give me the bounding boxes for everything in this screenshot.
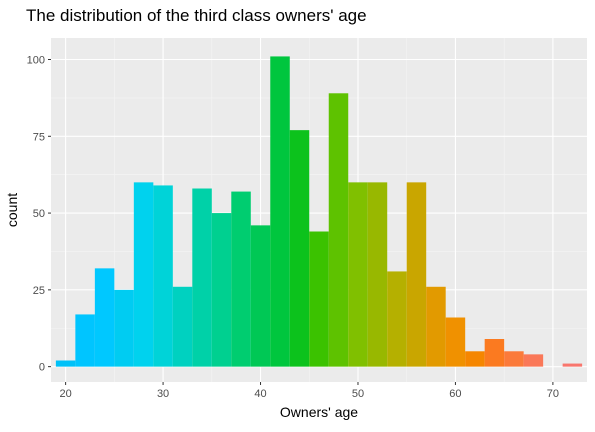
x-axis: 20 30 40 50 60 70 <box>59 382 559 400</box>
histogram-bar <box>465 351 485 367</box>
y-tick-label: 50 <box>33 208 45 220</box>
y-tick-label: 100 <box>27 55 45 67</box>
histogram-bar <box>562 363 583 367</box>
histogram-bar <box>75 314 95 367</box>
histogram-bar <box>114 289 134 367</box>
y-tick-label: 75 <box>33 131 45 143</box>
y-tick-label: 0 <box>39 362 45 374</box>
histogram-bar <box>523 354 544 367</box>
x-tick-label: 20 <box>59 388 71 400</box>
histogram-bar <box>153 185 173 367</box>
x-axis-title: Owners' age <box>280 404 358 420</box>
histogram-bar <box>406 182 427 367</box>
histogram-bar <box>94 268 115 367</box>
histogram-bar <box>484 339 505 367</box>
x-tick-label: 60 <box>449 388 461 400</box>
x-tick-label: 70 <box>547 388 559 400</box>
x-tick-label: 40 <box>254 388 266 400</box>
histogram-bar <box>250 225 271 367</box>
histogram-bar <box>289 130 310 367</box>
x-tick-label: 50 <box>352 388 364 400</box>
histogram-bar <box>387 271 407 367</box>
histogram-bars <box>55 56 583 367</box>
histogram-bar <box>270 56 290 367</box>
histogram-bar <box>133 182 154 367</box>
histogram-bar <box>367 182 388 367</box>
histogram-bar <box>192 188 212 367</box>
histogram-bar <box>445 317 466 367</box>
y-axis: 0 25 50 75 100 <box>27 55 51 374</box>
histogram-bar <box>426 286 446 367</box>
histogram-bar <box>328 93 349 367</box>
histogram-bar <box>504 351 524 367</box>
y-tick-label: 25 <box>33 285 45 297</box>
x-tick-label: 30 <box>157 388 169 400</box>
histogram-bar <box>309 231 329 367</box>
chart-title: The distribution of the third class owne… <box>26 6 367 25</box>
histogram-bar <box>55 360 76 367</box>
y-axis-title: count <box>4 193 20 227</box>
histogram-bar <box>172 286 193 367</box>
histogram-bar <box>231 191 251 367</box>
histogram-bar <box>211 213 232 367</box>
histogram-bar <box>348 182 368 367</box>
